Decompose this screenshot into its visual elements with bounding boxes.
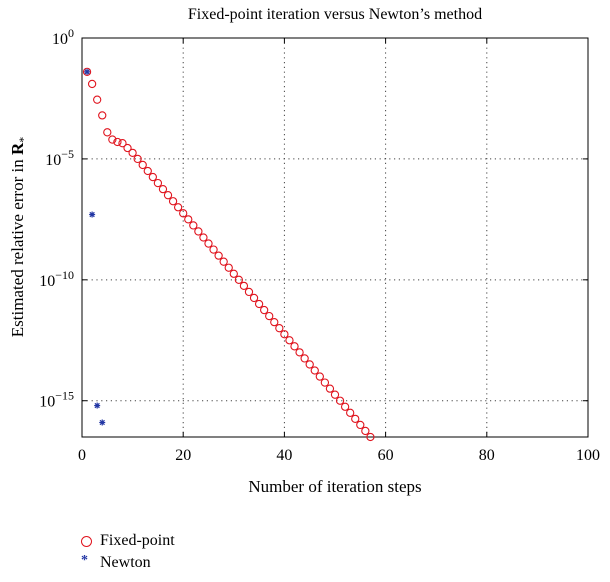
data-point-fixed-point: [204, 239, 213, 248]
y-tick-label: 100: [52, 26, 74, 48]
data-point-fixed-point: [128, 148, 137, 158]
data-point-fixed-point: [300, 354, 309, 363]
data-point-fixed-point: [275, 324, 284, 333]
data-point-fixed-point: [224, 263, 233, 272]
data-point-fixed-point: [153, 178, 163, 188]
data-point-newton: [99, 419, 106, 426]
data-point-fixed-point: [163, 191, 173, 200]
data-point-fixed-point: [168, 197, 178, 206]
x-tick-label: 100: [576, 447, 600, 464]
data-point-fixed-point: [82, 67, 92, 77]
x-tick-label: 80: [479, 447, 495, 464]
data-point-fixed-point: [148, 172, 157, 182]
data-point-fixed-point: [340, 402, 350, 411]
data-point-newton: [89, 211, 96, 218]
data-point-fixed-point: [143, 166, 152, 176]
data-point-fixed-point: [123, 143, 132, 153]
data-point-fixed-point: [280, 330, 289, 339]
y-axis-label-symbol: R: [8, 142, 27, 155]
data-point-fixed-point: [310, 366, 319, 375]
x-axis-label: Number of iteration steps: [248, 477, 421, 496]
x-tick-label: 0: [78, 447, 86, 464]
data-point-fixed-point: [295, 348, 304, 357]
y-axis-label-text: Estimated relative error in: [8, 155, 27, 337]
data-point-fixed-point: [305, 360, 314, 369]
data-point-fixed-point: [244, 287, 254, 297]
data-point-fixed-point: [214, 251, 223, 260]
data-point-fixed-point: [118, 139, 127, 148]
data-point-fixed-point: [133, 154, 142, 164]
data-point-fixed-point: [173, 203, 183, 212]
data-point-fixed-point: [87, 79, 97, 89]
chart: Fixed-point iteration versus Newton’s me…: [8, 6, 600, 496]
data-point-fixed-point: [366, 432, 375, 442]
data-point-fixed-point: [209, 245, 218, 254]
data-point-fixed-point: [270, 317, 279, 327]
data-point-fixed-point: [254, 299, 264, 309]
y-axis: 100 10−5 10−10 10−15: [39, 26, 588, 411]
data-point-fixed-point: [93, 95, 102, 104]
data-point-fixed-point: [158, 184, 168, 194]
data-point-fixed-point: [361, 426, 370, 436]
data-point-fixed-point: [194, 227, 203, 236]
data-point-fixed-point: [113, 137, 122, 147]
y-axis-label-subscript: *: [16, 137, 30, 143]
data-point-fixed-point: [239, 281, 249, 291]
data-point-fixed-point: [199, 233, 208, 242]
data-point-fixed-point: [320, 378, 330, 387]
data-point-fixed-point: [285, 336, 294, 345]
series-newton: [84, 68, 106, 426]
data-point-fixed-point: [219, 257, 228, 266]
data-point-fixed-point: [315, 372, 324, 381]
x-tick-label: 40: [276, 447, 292, 464]
data-point-fixed-point: [138, 160, 147, 170]
legend-label: Newton: [100, 554, 151, 571]
circle-marker-icon: [80, 534, 100, 548]
legend-label: Fixed-point: [100, 532, 175, 549]
data-point-fixed-point: [351, 414, 360, 424]
plot-area-frame: [81, 37, 589, 438]
y-tick-label: 10−15: [39, 389, 74, 411]
data-point-fixed-point: [108, 135, 117, 144]
data-point-fixed-point: [103, 128, 112, 137]
data-point-fixed-point: [330, 390, 340, 399]
x-axis: 0 20 40 60 80 100: [78, 38, 600, 464]
data-point-fixed-point: [184, 215, 193, 224]
chart-title: Fixed-point iteration versus Newton’s me…: [188, 6, 482, 23]
data-point-fixed-point: [249, 293, 259, 303]
y-tick-label: 10−10: [39, 268, 74, 290]
data-point-fixed-point: [260, 305, 269, 315]
data-point-newton: [84, 68, 91, 75]
legend-item-newton: * Newton: [80, 552, 175, 574]
y-tick-label: 10−5: [45, 147, 74, 169]
data-point-fixed-point: [229, 269, 238, 278]
data-point-newton: [94, 402, 101, 409]
y-axis-label: Estimated relative error in R*: [8, 137, 30, 337]
legend-item-fixed-point: Fixed-point: [80, 530, 175, 552]
legend: Fixed-point * Newton: [80, 530, 175, 574]
data-point-fixed-point: [335, 396, 345, 405]
x-tick-label: 60: [378, 447, 394, 464]
x-tick-label: 20: [175, 447, 191, 464]
data-point-fixed-point: [356, 420, 365, 430]
data-point-fixed-point: [265, 311, 274, 321]
data-point-fixed-point: [179, 209, 188, 218]
data-point-fixed-point: [189, 221, 198, 230]
data-point-fixed-point: [325, 384, 335, 393]
data-point-fixed-point: [234, 275, 244, 284]
data-point-fixed-point: [98, 111, 107, 120]
grid-lines: [82, 38, 588, 437]
data-point-fixed-point: [346, 408, 355, 417]
series-fixed-point: [82, 67, 375, 442]
star-marker-icon: *: [81, 553, 88, 568]
data-point-fixed-point: [290, 342, 299, 351]
